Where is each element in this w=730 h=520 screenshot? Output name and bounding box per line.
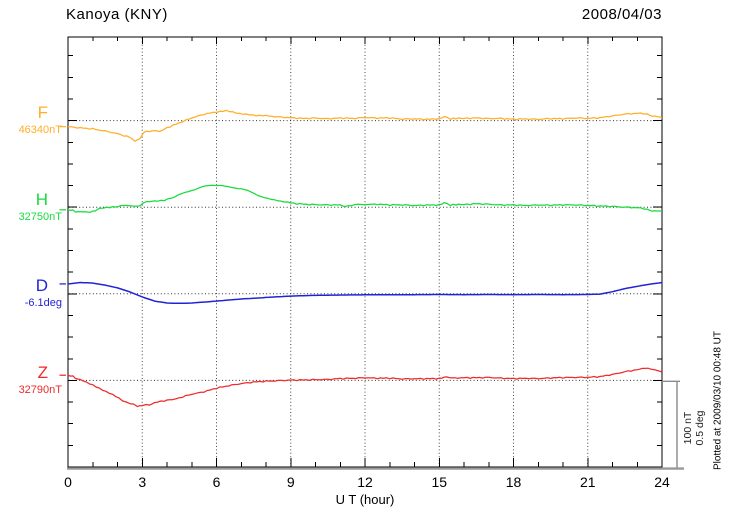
series-H-curve — [67, 184, 663, 213]
x-tick-label-12: 12 — [357, 474, 373, 490]
x-tick-label-9: 9 — [286, 474, 295, 490]
series-H-label: H — [35, 189, 48, 209]
series-Z-baseline-value: 32790nT — [18, 383, 62, 396]
plotted-at-timestamp: Plotted at 2009/03/10 00:48 UT — [712, 331, 724, 470]
x-tick-label-3: 3 — [138, 474, 147, 490]
series-Z-curve — [67, 367, 663, 408]
series-F-label: F — [37, 103, 48, 123]
series-D-curve — [67, 281, 663, 305]
x-tick-label-18: 18 — [505, 474, 522, 490]
scale-bar — [662, 380, 680, 468]
chart-title: Kanoya (KNY) — [66, 6, 168, 23]
x-tick-label-0: 0 — [64, 474, 72, 490]
x-tick-label-24: 24 — [654, 474, 670, 490]
scale-legend-deg: 0.5 deg — [693, 410, 706, 446]
scale-bar-legend: 100 nT 0.5 deg — [682, 383, 707, 473]
series-F-curve — [68, 109, 663, 142]
series-D-baseline-value: -6.1deg — [24, 297, 62, 310]
series-Z-label: Z — [37, 362, 48, 382]
series-F-baseline-value: 46340nT — [18, 124, 62, 137]
scale-legend-nt: 100 nT — [682, 411, 694, 445]
x-tick-label-6: 6 — [212, 474, 221, 490]
series-D-label: D — [35, 276, 48, 296]
x-tick-label-21: 21 — [579, 474, 596, 490]
chart-date: 2008/04/03 — [581, 6, 662, 23]
axes-frame — [67, 36, 663, 468]
x-axis-title: U T (hour) — [335, 492, 395, 507]
x-tick-label-15: 15 — [431, 474, 448, 490]
series-H-baseline-value: 32750nT — [18, 210, 62, 223]
